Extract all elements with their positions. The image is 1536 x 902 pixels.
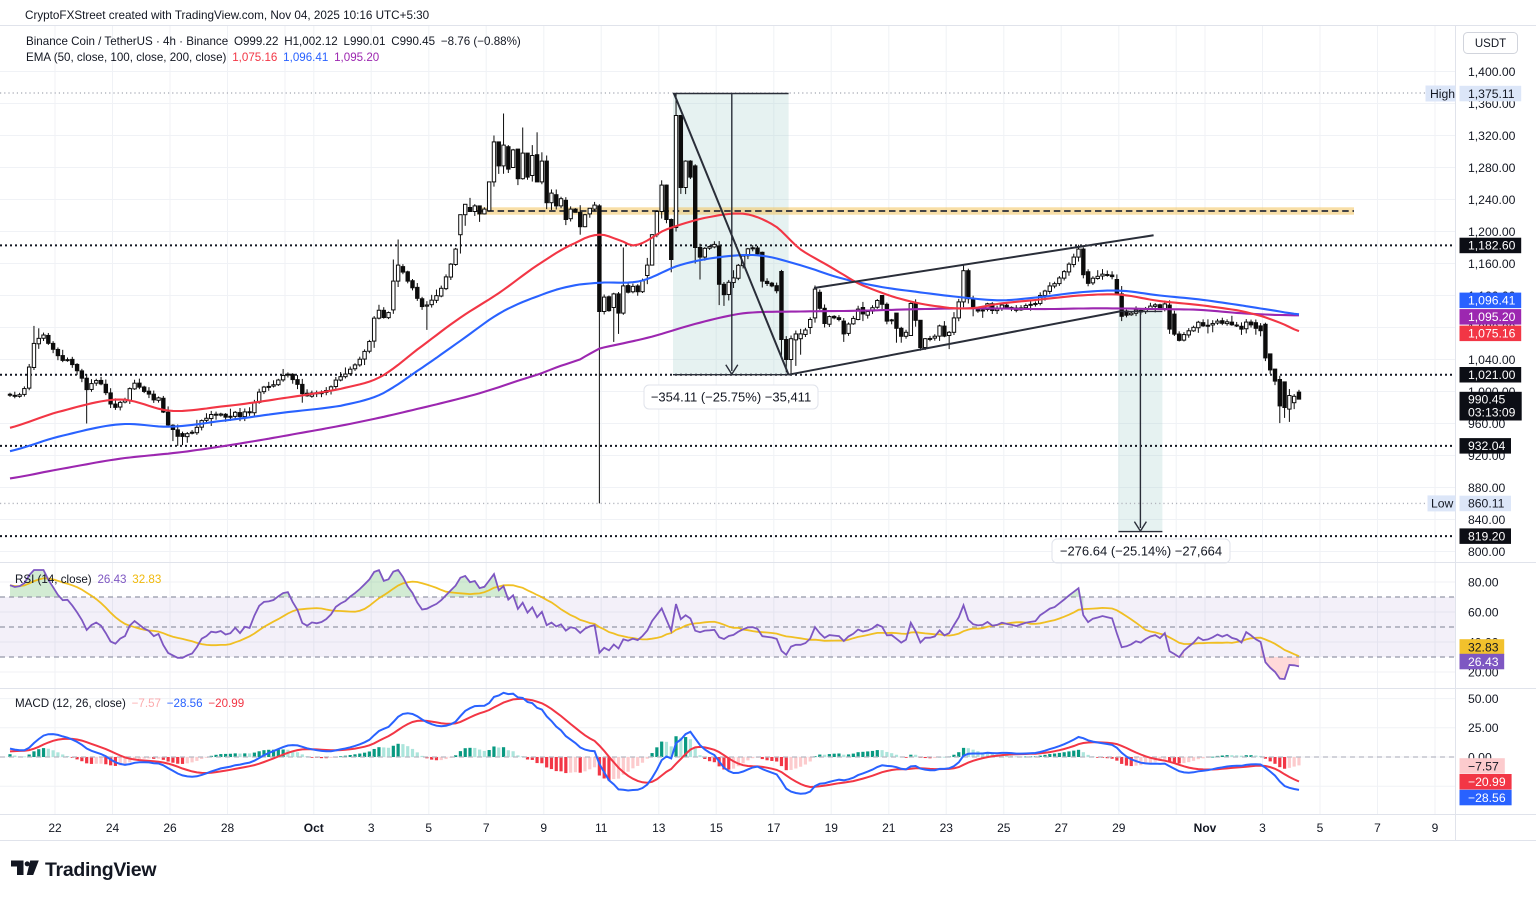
svg-text:13: 13	[652, 821, 666, 835]
svg-text:7: 7	[483, 821, 490, 835]
svg-text:17: 17	[767, 821, 781, 835]
svg-text:32.83: 32.83	[1468, 640, 1499, 654]
svg-text:Nov: Nov	[1194, 821, 1217, 835]
svg-text:5: 5	[1317, 821, 1324, 835]
svg-text:800.00: 800.00	[1468, 545, 1505, 559]
svg-text:1,280.00: 1,280.00	[1468, 161, 1516, 175]
svg-text:25.00: 25.00	[1468, 721, 1499, 735]
svg-text:27: 27	[1055, 821, 1069, 835]
svg-text:CryptoFXStreet created with Tr: CryptoFXStreet created with TradingView.…	[25, 9, 430, 22]
svg-text:21: 21	[882, 821, 896, 835]
svg-text:3: 3	[368, 821, 375, 835]
svg-text:80.00: 80.00	[1468, 575, 1499, 589]
svg-text:24: 24	[106, 821, 120, 835]
svg-text:1,160.00: 1,160.00	[1468, 257, 1516, 271]
svg-text:1,021.00: 1,021.00	[1468, 368, 1516, 382]
svg-text:Oct: Oct	[304, 821, 324, 835]
svg-text:932.04: 932.04	[1468, 439, 1505, 453]
svg-text:3: 3	[1259, 821, 1266, 835]
svg-text:28: 28	[221, 821, 235, 835]
svg-text:RSI (14, close) 26.43 32.83: RSI (14, close) 26.43 32.83	[15, 573, 161, 586]
svg-text:990.45: 990.45	[1468, 393, 1505, 407]
svg-text:1,200.00: 1,200.00	[1468, 225, 1516, 239]
svg-text:1,375.11: 1,375.11	[1468, 87, 1515, 101]
svg-text:USDT: USDT	[1475, 38, 1506, 50]
svg-text:EMA (50, close, 100, close, 20: EMA (50, close, 100, close, 200, close) …	[26, 51, 379, 64]
svg-text:Low: Low	[1431, 497, 1454, 511]
svg-text:15: 15	[710, 821, 724, 835]
svg-text:−276.64 (−25.14%) −27,664: −276.64 (−25.14%) −27,664	[1060, 544, 1222, 559]
svg-text:−28.56: −28.56	[1468, 791, 1506, 805]
svg-text:TradingView: TradingView	[45, 859, 157, 881]
svg-text:5: 5	[425, 821, 432, 835]
svg-text:860.11: 860.11	[1468, 497, 1505, 511]
svg-text:1,075.16: 1,075.16	[1468, 327, 1516, 341]
svg-text:Binance Coin / TetherUS · 4h ·: Binance Coin / TetherUS · 4h · Binance O…	[26, 35, 521, 48]
svg-text:1,240.00: 1,240.00	[1468, 193, 1516, 207]
svg-text:25: 25	[997, 821, 1011, 835]
svg-text:1,400.00: 1,400.00	[1468, 65, 1516, 79]
svg-text:880.00: 880.00	[1468, 481, 1505, 495]
svg-text:−20.99: −20.99	[1468, 775, 1506, 789]
svg-text:11: 11	[595, 821, 608, 835]
svg-text:−7.57: −7.57	[1468, 759, 1499, 773]
svg-text:1,040.00: 1,040.00	[1468, 353, 1516, 367]
svg-text:MACD (12, 26, close) −7.57 −28: MACD (12, 26, close) −7.57 −28.56 −20.99	[15, 697, 244, 710]
svg-text:29: 29	[1112, 821, 1126, 835]
svg-text:1,182.60: 1,182.60	[1468, 239, 1516, 253]
svg-text:9: 9	[1432, 821, 1439, 835]
svg-text:9: 9	[540, 821, 547, 835]
svg-text:23: 23	[940, 821, 954, 835]
svg-text:819.20: 819.20	[1468, 529, 1505, 543]
svg-text:−354.11 (−25.75%) −35,411: −354.11 (−25.75%) −35,411	[651, 390, 811, 405]
svg-text:03:13:09: 03:13:09	[1468, 406, 1516, 420]
svg-text:22: 22	[48, 821, 62, 835]
svg-text:26.43: 26.43	[1468, 655, 1499, 669]
svg-text:7: 7	[1374, 821, 1381, 835]
svg-text:1,320.00: 1,320.00	[1468, 129, 1516, 143]
svg-text:26: 26	[163, 821, 177, 835]
svg-text:High: High	[1430, 87, 1455, 101]
svg-text:1,095.20: 1,095.20	[1468, 310, 1516, 324]
svg-text:840.00: 840.00	[1468, 513, 1505, 527]
svg-text:50.00: 50.00	[1468, 692, 1499, 706]
svg-text:60.00: 60.00	[1468, 605, 1499, 619]
svg-text:19: 19	[825, 821, 839, 835]
svg-text:1,096.41: 1,096.41	[1468, 294, 1516, 308]
